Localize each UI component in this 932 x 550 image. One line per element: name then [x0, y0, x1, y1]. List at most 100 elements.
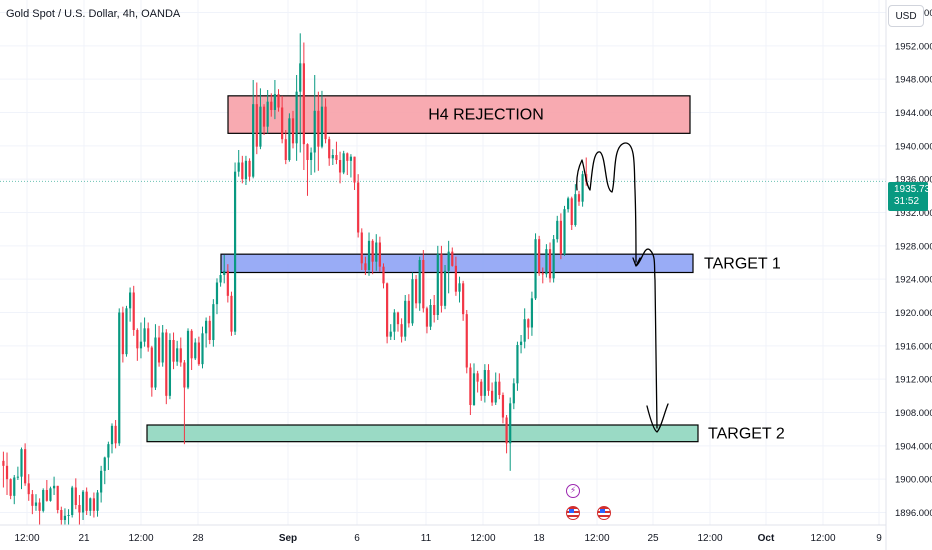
candle-body [9, 479, 12, 496]
candle [176, 340, 179, 366]
candle [273, 80, 276, 120]
candle [422, 250, 425, 313]
candle [190, 329, 193, 370]
candle-body [34, 502, 38, 506]
candle-body [194, 342, 197, 359]
candle [570, 196, 573, 230]
candle [418, 256, 421, 311]
candle [414, 275, 418, 309]
candle [581, 170, 584, 207]
candle-body [295, 91, 298, 144]
candle [139, 322, 143, 359]
bar-countdown: 31:52 [894, 196, 920, 207]
last-price-tag: 1935.735 31:52 [888, 182, 932, 211]
candle-body [132, 292, 135, 330]
candle-body [469, 367, 472, 405]
candle-body [56, 485, 59, 510]
candle [226, 264, 229, 303]
candle-body [393, 312, 396, 332]
candle [154, 324, 157, 390]
candle-body [407, 300, 410, 324]
candle [5, 452, 9, 495]
candle-body [52, 485, 56, 489]
candle-body [371, 240, 374, 262]
time-tick-label: 28 [192, 533, 204, 544]
candle-body [143, 328, 146, 342]
candle-body [49, 488, 52, 501]
time-tick-label: 11 [421, 533, 432, 544]
candle-body [538, 239, 541, 274]
candle [552, 235, 555, 283]
candle-body [498, 381, 501, 395]
candle-body [472, 373, 476, 405]
candle [404, 295, 407, 341]
candle-body [320, 106, 324, 147]
candle [255, 82, 258, 155]
candle [346, 152, 349, 175]
candle-body [317, 110, 320, 147]
candle-body [534, 239, 537, 299]
candle [519, 335, 523, 354]
zone-label: TARGET 1 [704, 255, 781, 272]
candle [81, 490, 85, 520]
candle [545, 244, 548, 278]
time-tick-label: 12:00 [584, 533, 609, 544]
candle-body [310, 152, 313, 160]
candle-body [404, 300, 407, 337]
candle [89, 497, 92, 516]
candle [364, 256, 367, 275]
price-tick-label: 1948.000 [895, 75, 932, 86]
candle [505, 415, 508, 454]
candle-body [425, 308, 429, 327]
candle-body [574, 194, 577, 225]
us-flag-icon[interactable] [597, 506, 611, 520]
candle-body [429, 305, 432, 327]
candle-body [378, 242, 381, 267]
candle [2, 451, 5, 488]
candle-body [302, 63, 305, 145]
candle [60, 506, 63, 525]
candle [143, 317, 146, 347]
candle-body [157, 337, 161, 363]
lightning-icon[interactable]: ⚡ [566, 484, 580, 498]
candle-body [364, 263, 367, 270]
candle [436, 245, 439, 320]
candle [501, 392, 505, 424]
candle [67, 509, 70, 525]
candle-body [262, 106, 266, 127]
candle [396, 311, 400, 332]
candle [248, 158, 251, 181]
candle [212, 299, 215, 347]
candle [49, 486, 52, 502]
candle-body [205, 320, 208, 334]
candle [574, 184, 577, 227]
candle [107, 441, 110, 470]
candle [530, 291, 534, 336]
candle [100, 465, 103, 503]
last-price-value: 1935.735 [894, 184, 932, 195]
candle-body [491, 390, 494, 403]
us-flag-icon[interactable] [566, 506, 580, 520]
candle-body [20, 449, 23, 477]
candle-body [451, 251, 454, 266]
candle [31, 490, 34, 515]
candle [357, 174, 360, 238]
currency-button[interactable]: USD [888, 5, 924, 27]
candle [299, 33, 302, 153]
candle [179, 337, 182, 367]
candle-body [60, 510, 63, 520]
candle-body [168, 340, 172, 396]
time-axis[interactable]: 12:00 21 12:00 28 Sep 6 11 12:00 18 12:00 25 12:00 O… [0, 524, 886, 544]
candle [577, 190, 581, 206]
price-tick-label: 1920.000 [895, 308, 932, 319]
candle [125, 305, 128, 357]
candle [42, 488, 45, 513]
time-tick-label: Sep [279, 533, 297, 544]
candle [523, 308, 526, 349]
candle-body [418, 260, 421, 304]
candle-body [367, 240, 371, 270]
candle-body [541, 273, 544, 275]
price-axis[interactable]: 1956.0001952.0001948.0001944.0001940.000… [885, 0, 932, 550]
candle [103, 456, 106, 485]
